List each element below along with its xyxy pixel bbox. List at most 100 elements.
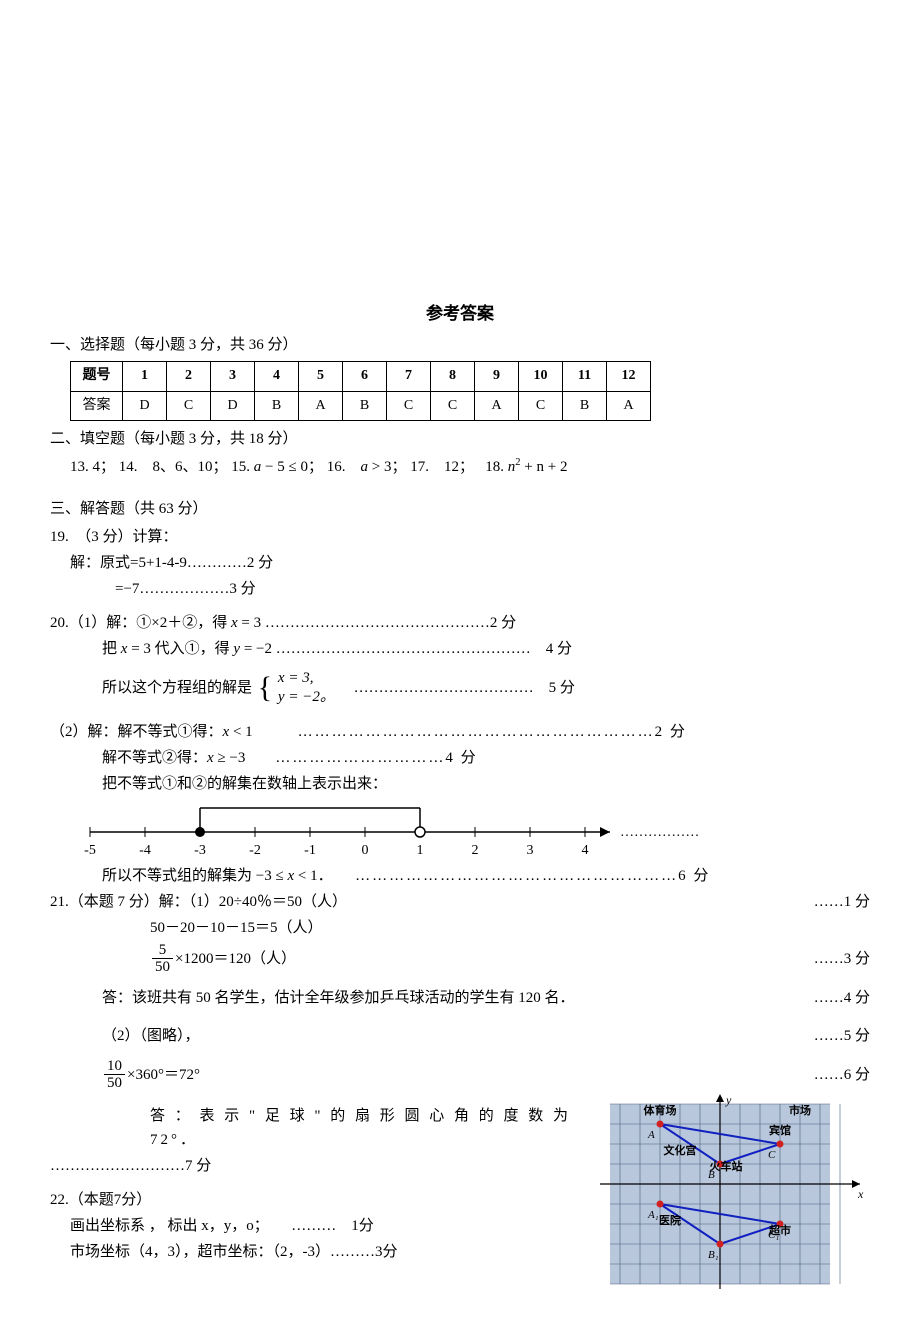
q21-l3: 5 50 ×1200＝120（人） ……3 分 <box>50 942 870 976</box>
col-num: 9 <box>475 362 519 391</box>
tail: ……6 分 <box>814 1063 870 1087</box>
var-x: x <box>207 750 214 766</box>
q20-2-l4: 所以不等式组的解集为 −3 ≤ x < 1． ……………………………………………… <box>50 864 870 888</box>
eq: = −2 …………………………………………… 4 分 <box>240 641 572 657</box>
col-num: 6 <box>343 362 387 391</box>
answer-cell: B <box>255 391 299 420</box>
q20-1-l2: 把 x = 3 代入①，得 y = −2 …………………………………………… 4… <box>50 637 870 661</box>
col-num: 5 <box>299 362 343 391</box>
q19-l2: =−7………………3 分 <box>50 577 870 601</box>
svg-text:x: x <box>857 1187 864 1201</box>
tail: ……… 1分 <box>291 1218 374 1234</box>
q16-end: ； <box>391 459 406 475</box>
q20-1-l3: 所以这个方程组的解是 { x = 3, y = −2。 ………………………………… <box>50 669 870 708</box>
q19-l1: 解：原式=5+1-4-9…………2 分 <box>50 551 870 575</box>
lt: < 1 <box>229 724 252 740</box>
q21-l4: 答：该班共有 50 名学生，估计全年级参加乒乓球活动的学生有 120 名． ……… <box>50 986 870 1010</box>
section3-heading: 三、解答题（共 63 分） <box>50 497 870 521</box>
svg-text:B₁: B₁ <box>708 1249 719 1261</box>
var-x: x <box>231 615 238 631</box>
answer-label: 答案 <box>71 391 123 420</box>
q17: 17. 12； <box>410 459 466 475</box>
svg-text:………………5 分: ………………5 分 <box>620 824 700 840</box>
svg-text:-4: -4 <box>139 843 151 858</box>
pre: 把 <box>102 641 121 657</box>
q20-1-l1: 20.（1）解：①×2＋②，得 x = 3 ………………………………………2 分 <box>50 611 870 635</box>
q22-l2: 市场坐标（4，3），超市坐标：（2，-3）………3分 <box>50 1240 590 1264</box>
answer-cell: A <box>475 391 519 420</box>
rest: ×1200＝120（人） <box>175 947 814 971</box>
q21-l7: 答 ： 表 示 " 足 球 " 的 扇 形 圆 心 角 的 度 数 为 72°． <box>50 1104 590 1152</box>
svg-text:A₁: A₁ <box>647 1209 659 1221</box>
svg-text:体育场: 体育场 <box>644 1103 677 1117</box>
ge: ≥ −3 <box>214 750 246 766</box>
col-num: 1 <box>123 362 167 391</box>
svg-text:A: A <box>647 1129 655 1141</box>
tail: ……5 分 <box>814 1024 870 1048</box>
svg-text:4: 4 <box>582 843 589 858</box>
answer-cell: B <box>563 391 607 420</box>
q15-end: ； <box>308 459 323 475</box>
tail: ……4 分 <box>814 986 870 1010</box>
q15-pre: 15. <box>231 459 254 475</box>
text: 答：该班共有 50 名学生，估计全年级参加乒乓球活动的学生有 120 名． <box>102 986 814 1010</box>
svg-text:-3: -3 <box>194 843 206 858</box>
svg-text:3: 3 <box>527 843 534 858</box>
den: 50 <box>152 959 173 976</box>
q15-rest: − 5 ≤ 0 <box>261 459 308 475</box>
answer-cell: C <box>387 391 431 420</box>
section1-heading: 一、选择题（每小题 3 分，共 36 分） <box>50 333 870 357</box>
answer-cell: C <box>519 391 563 420</box>
text: （2）（图略）， <box>102 1024 814 1048</box>
q21-l2: 50－20－10－15＝5（人） <box>50 916 870 940</box>
page-title: 参考答案 <box>50 300 870 327</box>
text: 画出坐标系 ， 标出 x，y，o； <box>70 1218 261 1234</box>
tail: …………………………………………………6 分 <box>355 868 710 884</box>
q20-2-l2: 解不等式②得：x ≥ −3 …………………………4 分 <box>50 746 870 770</box>
pre: （2）解：解不等式①得： <box>50 724 223 740</box>
tail: ……1 分 <box>814 890 870 914</box>
answer-cell: A <box>299 391 343 420</box>
col-num: 7 <box>387 362 431 391</box>
svg-text:C: C <box>768 1149 776 1161</box>
answer-cell: C <box>167 391 211 420</box>
q21-l5: （2）（图略）， ……5 分 <box>50 1024 870 1048</box>
num: 5 <box>152 942 173 960</box>
svg-text:1: 1 <box>417 843 424 858</box>
q14: 14. 8、6、10； <box>119 459 228 475</box>
q20-1-pre: 20.（1）解：①×2＋②，得 <box>50 615 231 631</box>
brace-y: y = −2。 <box>278 688 335 708</box>
answer-cell: D <box>123 391 167 420</box>
answer-cell: C <box>431 391 475 420</box>
q21-l7-tail: ………………………7 分 <box>50 1154 590 1178</box>
pre: 解不等式②得： <box>102 750 207 766</box>
svg-text:火车站: 火车站 <box>710 1159 743 1173</box>
svg-text:-5: -5 <box>84 843 96 858</box>
svg-text:0: 0 <box>362 843 369 858</box>
answer-cell: D <box>211 391 255 420</box>
tail: ………………………………………………………2 分 <box>298 724 687 740</box>
col-num: 4 <box>255 362 299 391</box>
pre: 所以这个方程组的解是 <box>102 680 252 696</box>
q13: 13. 4； <box>70 459 115 475</box>
q21-l6: 10 50 ×360°＝72° ……6 分 <box>50 1058 870 1092</box>
q22-l1: 画出坐标系 ， 标出 x，y，o； ……… 1分 <box>50 1214 590 1238</box>
svg-text:市场: 市场 <box>789 1103 811 1117</box>
col-num: 10 <box>519 362 563 391</box>
num: 10 <box>104 1058 125 1076</box>
col-num: 8 <box>431 362 475 391</box>
head: 21.（本题 7 分）解：（1）20÷40％＝50（人） <box>50 890 814 914</box>
answer-table: 题号 1 2 3 4 5 6 7 8 9 10 11 12 答案 D C D B… <box>70 361 651 421</box>
svg-text:2: 2 <box>472 843 479 858</box>
answer-cell: B <box>343 391 387 420</box>
mid: = 3 代入①，得 <box>127 641 233 657</box>
fraction: 5 50 <box>152 942 173 976</box>
pre: 所以不等式组的解集为 −3 ≤ <box>102 868 287 884</box>
var-a: a <box>361 459 369 475</box>
rest: ×360°＝72° <box>127 1063 814 1087</box>
svg-text:文化宫: 文化宫 <box>664 1143 697 1157</box>
col-num: 2 <box>167 362 211 391</box>
svg-text:y: y <box>725 1094 732 1107</box>
q20-2-l3: 把不等式①和②的解集在数轴上表示出来： <box>50 772 870 796</box>
svg-text:超市: 超市 <box>768 1223 791 1237</box>
